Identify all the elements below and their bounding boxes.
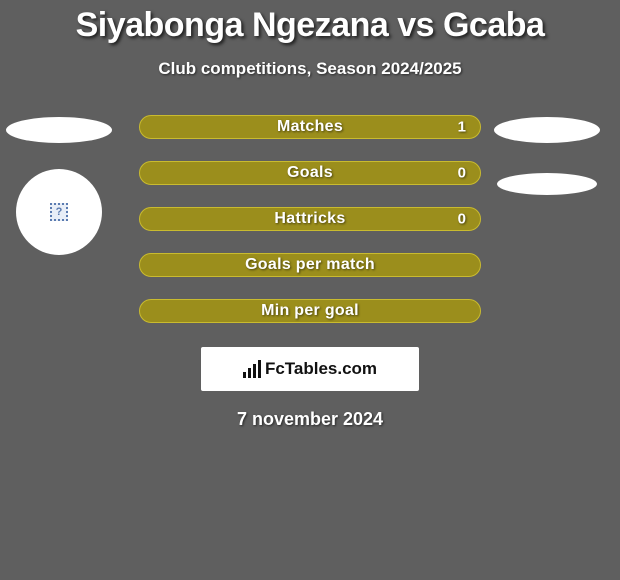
right-ellipse-1 bbox=[494, 117, 600, 143]
right-ellipse-2 bbox=[497, 173, 597, 195]
season-subtitle: Club competitions, Season 2024/2025 bbox=[0, 59, 620, 79]
left-player-col: ? bbox=[4, 115, 114, 255]
stat-label: Goals bbox=[287, 164, 333, 182]
bars-growing-icon bbox=[243, 360, 261, 378]
stat-value: 0 bbox=[458, 211, 466, 228]
brand-inner: FcTables.com bbox=[243, 359, 377, 379]
stat-row-matches: Matches 1 bbox=[139, 115, 481, 139]
stat-value: 0 bbox=[458, 165, 466, 182]
brand-text: FcTables.com bbox=[265, 359, 377, 379]
placeholder-question-icon: ? bbox=[50, 203, 68, 221]
stat-row-goals: Goals 0 bbox=[139, 161, 481, 185]
stat-label: Hattricks bbox=[274, 210, 345, 228]
stat-label: Goals per match bbox=[245, 256, 375, 274]
stats-list: Matches 1 Goals 0 Hattricks 0 Goals per … bbox=[139, 115, 481, 323]
stat-label: Min per goal bbox=[261, 302, 359, 320]
left-ellipse-1 bbox=[6, 117, 112, 143]
page-title: Siyabonga Ngezana vs Gcaba bbox=[0, 0, 620, 45]
stat-value: 1 bbox=[458, 119, 466, 136]
date-text: 7 november 2024 bbox=[0, 409, 620, 430]
stat-row-goals-per-match: Goals per match bbox=[139, 253, 481, 277]
right-player-col bbox=[492, 115, 602, 195]
left-avatar-circle: ? bbox=[16, 169, 102, 255]
comparison-area: ? Matches 1 Goals 0 Hattricks 0 Goals pe… bbox=[0, 115, 620, 430]
brand-badge[interactable]: FcTables.com bbox=[201, 347, 419, 391]
stat-row-min-per-goal: Min per goal bbox=[139, 299, 481, 323]
stat-row-hattricks: Hattricks 0 bbox=[139, 207, 481, 231]
stat-label: Matches bbox=[277, 118, 343, 136]
